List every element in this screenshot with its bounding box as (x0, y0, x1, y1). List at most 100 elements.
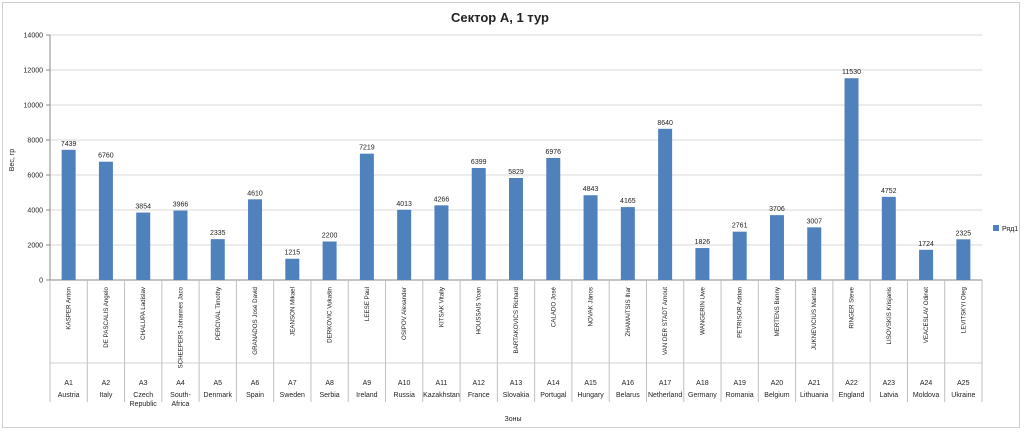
zone-label: A10 (398, 380, 411, 387)
country-label: Hungary (577, 392, 604, 399)
country-label: South-Africa (170, 392, 191, 408)
country-label: Ireland (356, 392, 378, 399)
y-tick-label: 2000 (27, 243, 43, 250)
country-label: Czech Republic (130, 392, 158, 408)
y-tick-label: 4000 (27, 208, 43, 215)
bar (769, 215, 784, 280)
data-label: 8640 (657, 120, 673, 127)
competitor-name: KITSAK Vitaliy (438, 286, 445, 327)
country-label: Serbia (319, 392, 339, 399)
zone-label: A22 (845, 380, 858, 387)
y-tick-label: 12000 (24, 68, 44, 75)
country-label: Austria (58, 392, 80, 399)
zone-label: A21 (808, 380, 821, 387)
bar (620, 207, 635, 280)
zone-label: A15 (584, 380, 597, 387)
data-label: 4610 (247, 190, 263, 197)
data-label: 6399 (471, 159, 487, 166)
zone-label: A25 (957, 380, 970, 387)
data-label: 3966 (173, 202, 189, 209)
data-label: 1215 (285, 250, 301, 257)
data-label: 1724 (918, 241, 934, 248)
competitor-name: NOVAK János (588, 287, 595, 326)
competitor-name: LISOVSKIS Krisjanis (886, 287, 893, 344)
zone-label: A20 (771, 380, 784, 387)
competitor-name: CHALUPA Ladislav (140, 286, 147, 340)
data-label: 4165 (620, 198, 636, 205)
country-label: Belarus (616, 392, 640, 399)
zone-label: A18 (696, 380, 709, 387)
bar (956, 239, 971, 280)
bar (98, 161, 113, 280)
bars (61, 78, 971, 280)
bar (546, 157, 561, 280)
zone-label: A19 (733, 380, 746, 387)
data-label: 7439 (61, 141, 77, 148)
country-label: Kazakhstan (423, 392, 460, 399)
data-label: 3007 (806, 218, 822, 225)
zone-label: A1 (64, 380, 73, 387)
country-label: Spain (246, 392, 264, 399)
data-label: 4752 (881, 188, 897, 195)
zone-label: A5 (213, 380, 222, 387)
bar (397, 209, 412, 280)
gridlines (50, 34, 982, 281)
zone-label: A14 (547, 380, 560, 387)
y-tick-label: 10000 (24, 103, 44, 110)
bar (658, 128, 673, 280)
bar (844, 78, 859, 280)
competitor-name: SCHEEPERS Johannes Jaco (177, 286, 184, 368)
x-category-labels: KASPER Anton A1 Austria DE PASCALIS Angelo A… (58, 286, 976, 408)
competitor-name: VEACESLAV Odinet (923, 287, 930, 344)
competitor-name: HOUSSAIS Yoan (476, 286, 483, 334)
data-label: 2335 (210, 230, 226, 237)
data-label: 2325 (956, 230, 972, 237)
bar (919, 249, 934, 280)
competitor-name: RINGER Steve (849, 286, 856, 328)
competitor-name: ZHAMAITSIS Ihar (625, 287, 632, 337)
data-label: 2761 (732, 223, 748, 230)
bar (509, 177, 523, 280)
y-axis-label: Вес, гр (9, 149, 16, 172)
competitor-name: OSIPOV Alexander (401, 287, 408, 340)
y-tick-label: 8000 (27, 138, 43, 145)
country-label: England (839, 392, 865, 399)
country-label: Italy (99, 392, 112, 399)
data-label: 11530 (842, 69, 861, 76)
data-label: 3854 (135, 204, 151, 211)
data-labels: 7439 6760 3854 3966 2335 4610 1215 2200 7219 4013… (61, 69, 971, 257)
bar (471, 168, 486, 280)
y-tick-label: 6000 (27, 173, 43, 180)
country-label: Russia (393, 392, 415, 399)
legend-swatch (993, 225, 999, 231)
bar (322, 241, 337, 280)
competitor-name: VAN DER STADT Arnout (662, 287, 669, 355)
zone-label: A8 (325, 380, 334, 387)
zone-label: A11 (435, 380, 447, 387)
country-label: Belgium (764, 392, 789, 399)
bar (61, 149, 76, 280)
data-label: 5829 (508, 169, 524, 176)
data-label: 4266 (434, 196, 450, 203)
bar (285, 258, 300, 280)
zone-label: A17 (659, 380, 672, 387)
zone-label: A2 (102, 380, 111, 387)
competitor-name: LEVITSKYI Oleg (960, 286, 967, 333)
data-label: 4013 (396, 201, 412, 208)
country-label: Slovakia (503, 392, 530, 399)
zone-label: A7 (288, 380, 297, 387)
competitor-name: KASPER Anton (66, 286, 73, 329)
bar (173, 210, 188, 280)
competitor-name: BARTAKOVICS Richard (513, 286, 520, 353)
y-tick-label: 0 (39, 278, 43, 285)
competitor-name: JEANSON Mikael (289, 287, 296, 336)
zone-label: A23 (883, 380, 896, 387)
bar (881, 196, 896, 280)
data-label: 1826 (695, 239, 711, 246)
x-axis-label: Зоны (504, 416, 521, 423)
zone-label: A24 (920, 380, 933, 387)
competitor-name: DE PASCALIS Angelo (103, 286, 110, 347)
competitor-name: CALADO José (550, 286, 557, 327)
data-label: 3706 (769, 206, 785, 213)
bar (210, 239, 225, 280)
